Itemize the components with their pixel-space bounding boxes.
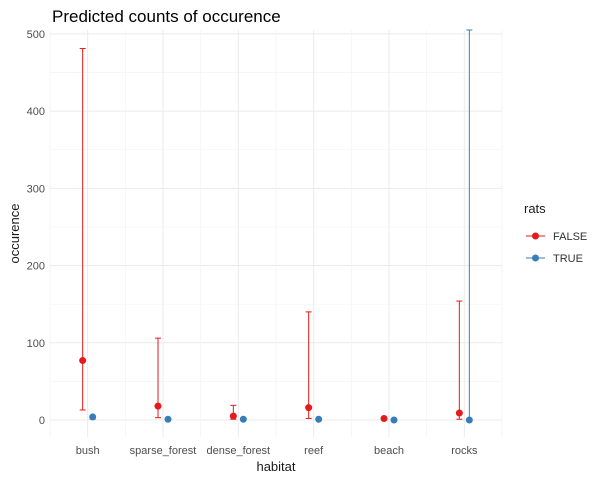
x-tick-label: beach [374,445,404,457]
legend-key-point [532,232,539,240]
data-point [239,415,247,423]
y-axis-title: occurence [7,204,22,264]
data-point [315,415,323,423]
data-point [229,412,237,420]
x-tick-label: reef [304,445,324,457]
data-marks [79,29,473,424]
x-tick-label: sparse_forest [130,445,197,457]
y-tick-label: 100 [27,338,45,350]
y-tick-label: 500 [27,29,45,41]
data-point [154,402,162,410]
y-tick-label: 400 [27,106,45,118]
data-point [79,357,87,365]
legend-key-point [532,254,539,262]
y-tick-label: 200 [27,261,45,273]
legend-label: FALSE [553,231,587,243]
data-point [305,404,313,412]
legend-label: TRUE [553,253,583,265]
x-axis-title: habitat [256,459,295,474]
legend-title: rats [524,201,546,216]
y-tick-label: 300 [27,183,45,195]
legend: rats FALSE TRUE [524,201,587,265]
x-tick-label: bush [76,445,100,457]
data-point [465,416,473,424]
data-point [380,414,388,422]
y-axis-ticks: 0 100 200 300 400 500 [27,29,45,427]
chart-title: Predicted counts of occurence [52,7,281,26]
y-tick-label: 0 [39,415,45,427]
x-tick-label: rocks [451,445,478,457]
grid [49,30,503,437]
x-tick-label: dense_forest [207,445,271,457]
data-point [164,415,172,423]
data-point [89,413,97,421]
x-axis-ticks: bush sparse_forest dense_forest reef beach ro… [76,445,478,457]
data-point [455,409,463,417]
data-point [390,416,398,424]
